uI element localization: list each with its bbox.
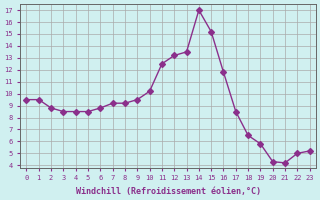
X-axis label: Windchill (Refroidissement éolien,°C): Windchill (Refroidissement éolien,°C) bbox=[76, 187, 260, 196]
